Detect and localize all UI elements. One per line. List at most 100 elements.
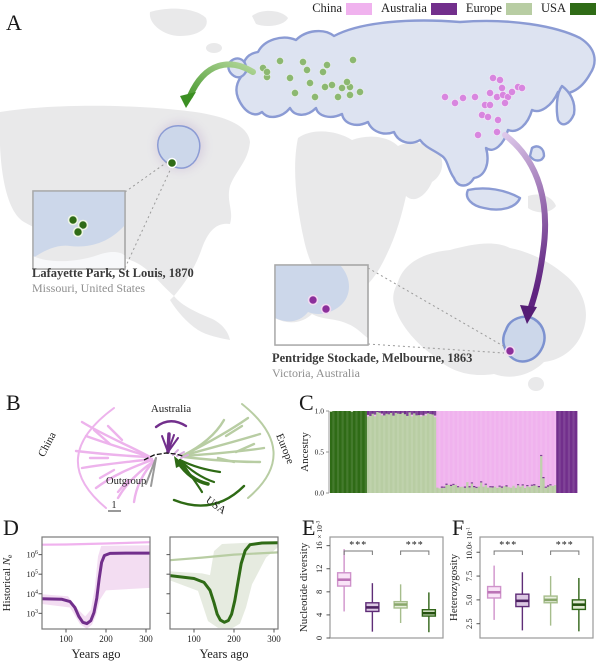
aus-inset-dot	[307, 294, 319, 306]
indonesia	[465, 187, 522, 211]
legend-label: USA	[540, 1, 566, 15]
china-sample-dot	[488, 74, 497, 83]
australia-clade	[154, 420, 188, 454]
ancestry-axis-label: Ancestry	[299, 432, 311, 472]
china-sample-dot	[483, 113, 492, 122]
svg-text:4: 4	[314, 612, 324, 617]
china-sample-dot	[493, 116, 502, 125]
usa-inset-dot	[72, 226, 84, 238]
svg-text:16: 16	[314, 541, 324, 550]
outgroup-branch	[145, 457, 157, 487]
tree-scale-label: 1	[112, 500, 117, 511]
arctic-island	[252, 10, 288, 26]
nucleotide-diversity-boxplot: 0 4 8 12 16 × 10-3 *** *** Nucleotide diversity	[298, 520, 444, 640]
panel-a-label: A	[6, 10, 22, 35]
europe-sample-dot	[337, 84, 346, 93]
svg-text:10.0: 10.0	[464, 545, 474, 560]
svg-text:2.5: 2.5	[464, 618, 474, 629]
panel-c-label: C	[299, 390, 314, 415]
axis-scale-multiplier: × 10-1	[465, 527, 474, 545]
china-sample-dot	[492, 127, 501, 136]
europe-sample-dot	[305, 79, 314, 88]
china-sample-dots	[440, 74, 527, 139]
svg-text:12: 12	[314, 564, 324, 573]
europe-sample-dot	[348, 56, 357, 65]
svg-text:103: 103	[27, 608, 39, 618]
world-map	[0, 8, 596, 391]
ne-confidence-ribbon	[42, 545, 150, 629]
aus-site-title: Pentridge Stockade, Melbourne, 1863	[272, 351, 473, 365]
boxplot-y-axis-label: Heterozygosity	[448, 553, 460, 621]
europe-clade	[180, 403, 275, 499]
europe-sample-dot	[302, 66, 311, 75]
inset-connector-lines	[124, 159, 506, 354]
china-sample-dot	[518, 84, 527, 93]
china-sample-dot	[485, 101, 494, 110]
legend-swatch	[570, 2, 596, 15]
svg-text:8: 8	[314, 590, 324, 594]
population-legend: China Australia Europe USA	[312, 1, 596, 16]
europe-sample-dot	[342, 78, 351, 87]
china-sample-dot	[500, 99, 509, 108]
europe-sample-dot	[318, 68, 327, 77]
europe-sample-dots	[258, 56, 364, 102]
europe-sample-dot	[322, 61, 331, 70]
tree-label-usa: USA	[203, 494, 228, 517]
europe-sample-dot	[262, 68, 271, 77]
usa-site-caption: Lafayette Park, St Louis, 1870 Missouri,…	[32, 266, 194, 295]
china-sample-dot	[470, 93, 479, 102]
legend-item-australia: Australia	[381, 1, 457, 16]
svg-text:1.0: 1.0	[315, 407, 325, 416]
aus-site-caption: Pentridge Stockade, Melbourne, 1863 Vict…	[272, 351, 472, 380]
europe-sample-dot	[290, 89, 299, 98]
ne-confidence-ribbon	[170, 541, 278, 629]
europe-sample-dot	[310, 93, 319, 102]
usa-inset-sample-dots	[67, 214, 89, 238]
china-sample-dot	[485, 89, 494, 98]
years-ago-axis-label: Years ago	[71, 647, 120, 661]
significance-bracket	[493, 550, 523, 555]
tree-label-europe: Europe	[273, 432, 296, 466]
significance-bracket	[400, 550, 430, 555]
historical-ne-plots: 100 200 300 103 104 105 106 Years ago Historical…	[1, 536, 281, 661]
central-america	[170, 296, 230, 340]
europe-sample-dot	[320, 83, 329, 92]
usa-site-dot	[166, 157, 178, 169]
svg-text:7.5: 7.5	[464, 571, 474, 582]
aus-inset-dot	[320, 303, 332, 315]
tree-label-australia: Australia	[151, 403, 191, 415]
svg-text:0.0: 0.0	[315, 489, 325, 498]
legend-label: Australia	[381, 1, 427, 15]
svg-text:0.5: 0.5	[315, 448, 325, 457]
significance-bracket	[550, 550, 580, 555]
ne-line-australia	[42, 551, 150, 626]
legend-item-europe: Europe	[466, 1, 532, 16]
china-clade	[74, 407, 156, 509]
svg-text:300: 300	[139, 634, 153, 644]
china-sample-dot	[495, 76, 504, 85]
europe-sample-dot	[355, 88, 364, 97]
ne-line-china	[42, 541, 150, 546]
china-sample-dot	[458, 94, 467, 103]
admixture-bars	[330, 411, 578, 493]
significance-stars: ***	[406, 540, 424, 551]
legend-label: Europe	[465, 1, 502, 15]
legend-swatch	[505, 2, 532, 15]
panel-f-label: F	[452, 515, 465, 540]
svg-text:300: 300	[267, 634, 281, 644]
years-ago-axis-label: Years ago	[199, 647, 248, 661]
japan	[555, 84, 576, 126]
historical-ne-axis-label: Historical Ne	[1, 554, 14, 611]
significance-stars: ***	[499, 540, 517, 551]
introduction-site-dots	[166, 157, 516, 357]
europe-sample-dot	[333, 93, 342, 102]
legend-item-usa: USA	[541, 1, 596, 16]
svg-text:104: 104	[27, 589, 39, 599]
svg-text:5.0: 5.0	[464, 595, 474, 606]
svg-text:106: 106	[27, 550, 39, 560]
greenland	[149, 8, 207, 36]
usa-site-title: Lafayette Park, St Louis, 1870	[32, 266, 194, 280]
usa-inset	[32, 190, 126, 270]
aus-site-dot	[504, 345, 516, 357]
